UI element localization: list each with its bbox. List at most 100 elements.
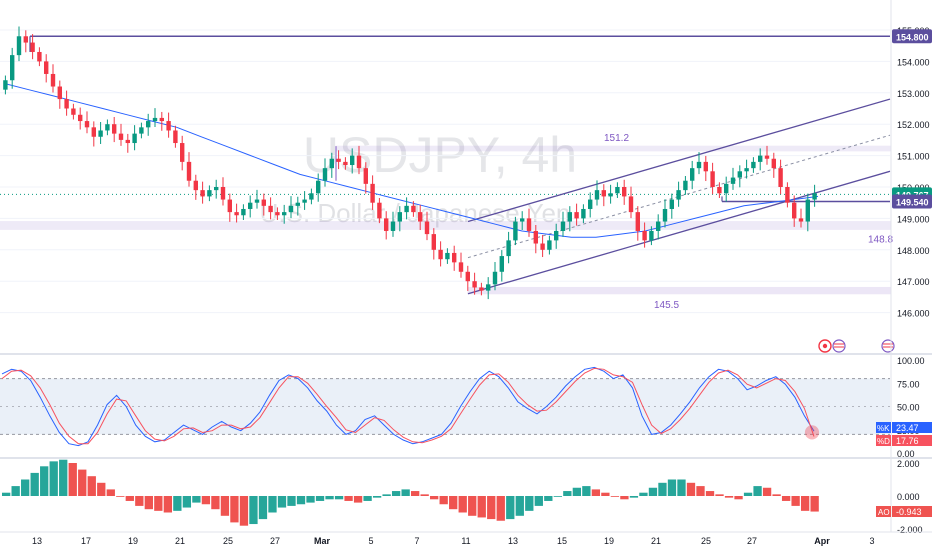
ao-bar [572, 487, 582, 496]
candle-body [166, 121, 171, 131]
time-tick-label: 3 [869, 536, 874, 546]
candle-body [635, 212, 640, 231]
candle-body [533, 230, 538, 244]
candle-body [3, 80, 8, 90]
ao-pane: 2.000 0.000 -2.000 AO -0.943 [2, 459, 932, 535]
price-tick-label: 154.000 [897, 57, 930, 67]
ao-bar [344, 496, 353, 501]
ao-tag [892, 506, 932, 517]
time-tick-label: 19 [128, 536, 138, 546]
candle-body [37, 51, 42, 62]
ao-bar [258, 496, 268, 520]
ao-bar [639, 492, 648, 496]
ao-bar [620, 496, 629, 500]
ao-bar [116, 496, 125, 497]
time-tick-label: 11 [461, 536, 470, 546]
time-tick-label: 5 [368, 536, 373, 546]
candle-body [424, 221, 430, 235]
candle-body [220, 187, 226, 200]
candle-body [717, 187, 722, 194]
candle-body [486, 284, 491, 291]
ao-bar [762, 487, 772, 496]
candle-body [445, 252, 450, 260]
flag-us-icon[interactable] [818, 339, 832, 353]
time-tick-label: 21 [651, 536, 661, 546]
candle-body [288, 205, 294, 213]
candle-body [547, 240, 552, 250]
ao-bar [21, 479, 30, 496]
ao-bar [439, 496, 448, 505]
candle-body [200, 190, 205, 197]
stoch-k-tag [892, 422, 932, 433]
ao-bar [401, 489, 410, 496]
candle-body [16, 36, 22, 56]
ao-tick-label: 2.000 [897, 459, 920, 469]
candle-body [622, 187, 627, 197]
candle-body [78, 114, 83, 122]
candle-body [397, 212, 402, 222]
ao-bar [667, 479, 677, 496]
candle-body [744, 168, 749, 172]
ao-bar [686, 482, 696, 496]
time-tick-label: 27 [270, 536, 280, 546]
ao-bar [591, 489, 601, 496]
candle-body [57, 86, 62, 100]
candle-body [656, 221, 661, 231]
ao-bar [391, 491, 401, 496]
candle-body [302, 199, 307, 203]
ao-bar [515, 496, 524, 516]
candle-body [751, 161, 756, 169]
candle-body [662, 208, 668, 222]
candle-body [309, 193, 314, 200]
candle-body [227, 199, 232, 213]
candle-body [628, 196, 634, 213]
candle-body [268, 205, 273, 213]
ao-bar [211, 496, 220, 510]
candle-body [390, 221, 396, 231]
ao-bar [753, 486, 762, 496]
candle-body [431, 234, 436, 250]
candle-body [581, 208, 586, 219]
candle-body [98, 130, 103, 137]
time-tick-label: 13 [32, 536, 42, 546]
candle-body [30, 42, 35, 52]
ao-bar [268, 496, 277, 513]
ao-bar [563, 491, 572, 496]
candle-body [112, 124, 117, 134]
ao-bar [477, 496, 486, 518]
candle-body [418, 212, 423, 222]
stoch-d-line [1, 367, 815, 445]
zone-148-8 [0, 221, 891, 230]
zone-label-145-5: 145.5 [654, 300, 679, 311]
ao-bar [40, 466, 49, 496]
price-tick-label: 149.000 [897, 214, 930, 224]
candle-body [758, 155, 763, 162]
ao-bar [325, 496, 334, 500]
price-channel [467, 98, 891, 295]
ao-bar [449, 496, 458, 510]
candle-body [64, 99, 69, 109]
ao-bar [553, 496, 562, 497]
channel-lower-line [467, 170, 891, 295]
flag-jp-icon[interactable] [832, 339, 846, 353]
ao-bar [144, 496, 153, 510]
candle-body [363, 168, 368, 184]
ao-bar [791, 496, 800, 506]
candle-body [703, 161, 708, 172]
ao-bar [610, 496, 620, 497]
candle-body [322, 168, 328, 181]
ao-bar [78, 469, 87, 496]
moving-average [3, 82, 819, 238]
flag-us-icon-axis[interactable] [881, 339, 895, 353]
candle-body [696, 161, 702, 169]
candle-body [812, 193, 817, 200]
time-tick-label: 19 [604, 536, 614, 546]
candle-body [465, 271, 470, 282]
candle-body [316, 180, 321, 194]
candle-body [526, 218, 532, 231]
ao-bar [715, 494, 724, 496]
time-tick-label: 25 [223, 536, 233, 546]
ao-bar [496, 496, 505, 521]
candle-body [186, 161, 192, 181]
